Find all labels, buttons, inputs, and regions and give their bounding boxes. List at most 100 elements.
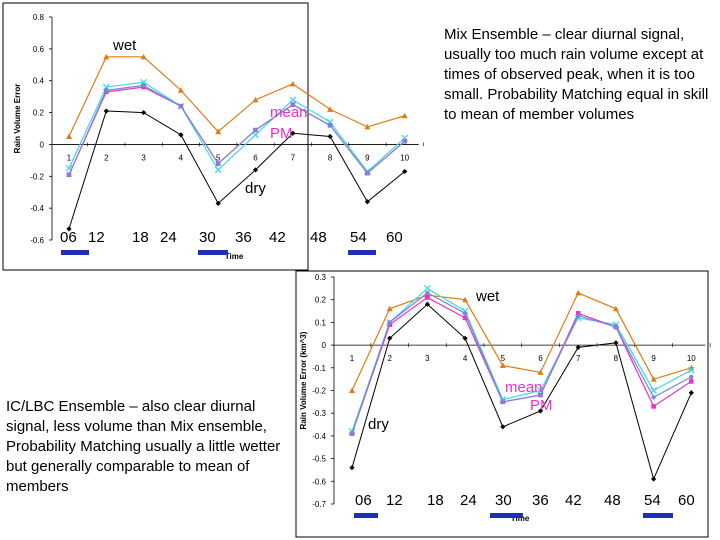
caption-top: Mix Ensemble – clear diurnal signal, usu… [444, 26, 709, 123]
hour-label: 30 [495, 492, 512, 509]
data-point-orange [462, 296, 469, 303]
data-point-orange [364, 123, 371, 130]
observed-peak-bar [198, 250, 228, 255]
data-point-black [103, 108, 109, 114]
data-point-blue [216, 161, 221, 166]
x-tick-label: 6 [538, 354, 543, 363]
hour-label: 54 [644, 492, 661, 509]
data-point-cyan [687, 366, 695, 374]
y-tick-label: 0.8 [33, 13, 45, 22]
annotation-wet: wet [112, 37, 137, 54]
data-point-black [424, 301, 430, 307]
y-tick-label: -0.7 [312, 500, 326, 509]
hour-label: 54 [350, 229, 367, 246]
y-axis-title: Rain Volume Error [13, 84, 22, 154]
data-point-orange [177, 87, 184, 93]
hour-label: 12 [88, 229, 105, 246]
x-tick-label: 6 [253, 153, 258, 162]
data-point-pink [387, 322, 392, 327]
y-tick-label: 0.1 [315, 318, 327, 327]
y-tick-label: 0.3 [315, 273, 327, 282]
hour-label: 18 [132, 229, 149, 246]
observed-peak-bar [490, 513, 523, 518]
y-tick-label: 0 [322, 341, 327, 350]
series-line-cyan [351, 287, 692, 432]
data-point-black [66, 226, 72, 232]
data-point-pink [575, 311, 581, 316]
annotation-wet: wet [475, 288, 500, 305]
data-point-pink [689, 379, 694, 384]
data-point-blue [651, 395, 656, 400]
data-point-blue [387, 320, 392, 325]
x-axis-title: Time [225, 252, 244, 261]
data-point-blue [500, 399, 505, 405]
data-point-black [613, 340, 619, 346]
data-point-black [387, 335, 393, 341]
x-tick-label: 8 [328, 153, 333, 162]
data-point-blue [66, 172, 72, 177]
data-point-orange [215, 128, 222, 135]
annotation-mean: mean [270, 104, 308, 121]
data-point-cyan [252, 131, 259, 139]
hour-label: 36 [235, 229, 252, 246]
y-tick-label: -0.4 [312, 432, 326, 441]
x-tick-label: 3 [425, 354, 430, 363]
data-point-blue [349, 431, 355, 436]
hour-label: 18 [427, 492, 444, 509]
annotation-dry: dry [368, 416, 389, 433]
x-tick-label: 2 [387, 354, 392, 363]
chart-1: 0.80.60.40.20-0.2-0.4-0.61 2 3 4 5 6 7 8 9 10Rain… [13, 13, 424, 261]
y-tick-label: 0 [40, 140, 45, 149]
data-point-black [364, 199, 370, 205]
y-tick-label: -0.5 [312, 455, 326, 464]
x-tick-label: 9 [651, 354, 656, 363]
data-point-blue [290, 102, 295, 107]
x-tick-label: 1 [350, 354, 355, 363]
data-point-orange [66, 133, 72, 139]
data-point-orange [575, 289, 582, 296]
hour-label: 42 [565, 492, 582, 509]
y-tick-label: -0.6 [312, 477, 326, 486]
x-tick-label: 4 [179, 153, 184, 162]
data-point-pink [425, 295, 430, 300]
x-tick-label: 3 [141, 153, 146, 162]
data-point-black [688, 390, 694, 396]
data-point-orange [612, 305, 619, 312]
hour-label: 06 [355, 492, 372, 509]
series-line-blue [351, 292, 692, 434]
data-point-cyan [289, 96, 297, 104]
annotation-mean: mean [505, 379, 543, 396]
data-point-black [462, 335, 468, 341]
data-point-black [215, 200, 221, 206]
data-point-orange [140, 53, 147, 60]
chart-1-frame [2, 2, 309, 271]
data-point-orange [499, 362, 506, 369]
observed-peak-bar [61, 250, 89, 255]
hour-label: 42 [269, 229, 286, 246]
y-tick-label: -0.4 [30, 204, 44, 213]
x-axis-title: Time [511, 514, 530, 523]
y-tick-label: -0.2 [30, 172, 44, 181]
series-line-cyan [68, 81, 406, 173]
data-point-blue [425, 290, 430, 296]
series-line-black [351, 303, 692, 481]
annotation-dry: dry [245, 180, 266, 197]
hour-label: 06 [60, 229, 77, 246]
x-tick-label: 5 [216, 153, 221, 162]
data-point-blue [576, 313, 581, 318]
observed-peak-bar [643, 513, 673, 518]
data-point-black [349, 465, 355, 471]
x-tick-label: 7 [576, 354, 581, 363]
chart-2: 0.30.20.10-0.1-0.2-0.3-0.4-0.5-0.6-0.71 2… [299, 273, 711, 523]
x-tick-label: 4 [463, 354, 468, 363]
series-line-pink [351, 296, 692, 434]
data-point-cyan [423, 284, 431, 292]
data-point-orange [289, 80, 296, 87]
data-point-cyan [140, 78, 148, 86]
data-point-blue [104, 88, 109, 93]
y-tick-label: 0.6 [33, 45, 45, 54]
x-tick-label: 1 [67, 153, 72, 162]
x-tick-label: 10 [400, 153, 409, 162]
data-point-black [500, 424, 506, 430]
caption-bottom: IC/LBC Ensemble – also clear diurnal sig… [6, 398, 281, 495]
